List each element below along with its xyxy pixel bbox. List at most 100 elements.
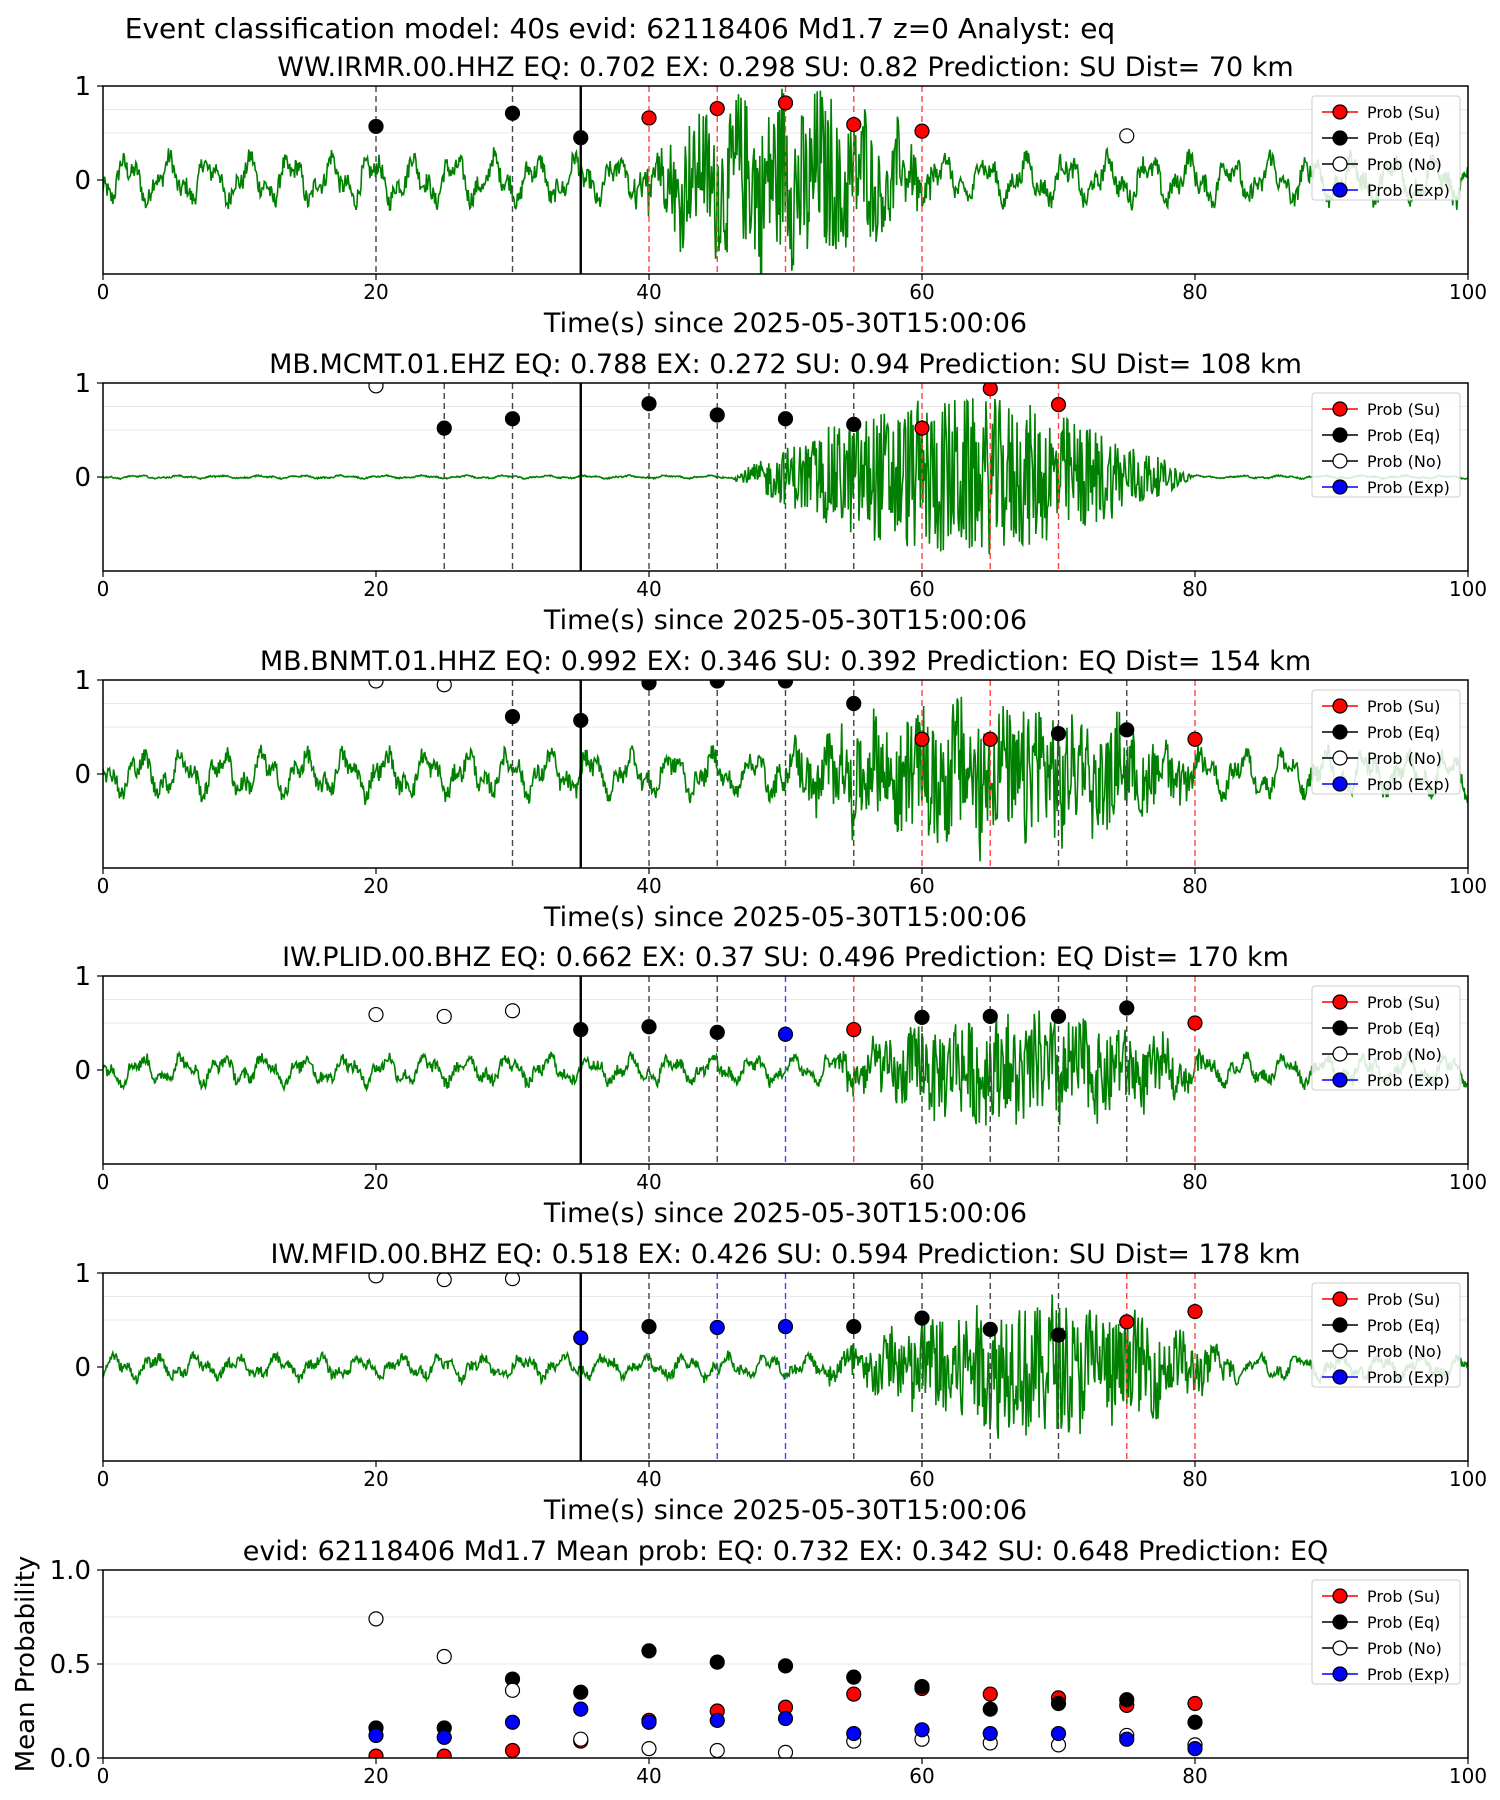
- legend-label: Prob (Su): [1367, 993, 1440, 1012]
- prob-marker-eq: [1119, 722, 1135, 738]
- prob-marker-eq: [709, 680, 725, 689]
- x-tick-label: 100: [1449, 1467, 1487, 1491]
- prob-marker-eq: [504, 105, 521, 121]
- plot-area: [103, 383, 1468, 571]
- mean-marker-exp: [641, 1714, 657, 1730]
- panel-title: IW.MFID.00.BHZ EQ: 0.518 EX: 0.426 SU: 0…: [270, 1239, 1300, 1270]
- x-tick-label: 20: [363, 577, 388, 601]
- prob-marker-eq: [368, 118, 384, 135]
- legend-marker-exp: [1332, 776, 1348, 792]
- mean-marker-eq: [641, 1643, 657, 1659]
- y-tick-label: 0: [74, 760, 91, 790]
- prob-marker-su: [914, 420, 930, 436]
- legend-label: Prob (Eq): [1367, 723, 1440, 742]
- waveform-trace: [103, 88, 1468, 274]
- panel-title: evid: 62118406 Md1.7 Mean prob: EQ: 0.73…: [243, 1536, 1329, 1567]
- legend-marker-no: [1332, 1640, 1348, 1656]
- legend-label: Prob (Exp): [1367, 1071, 1450, 1090]
- y-tick-label: 0.5: [50, 1650, 91, 1680]
- legend-marker-no: [1332, 1046, 1348, 1062]
- prob-marker-eq: [641, 1318, 657, 1335]
- mean-marker-exp: [982, 1725, 998, 1742]
- prob-marker-su: [914, 123, 930, 139]
- y-tick-label: 1: [74, 72, 91, 102]
- legend-label: Prob (Eq): [1367, 426, 1440, 445]
- x-tick-label: 40: [636, 874, 661, 898]
- legend-marker-no: [1332, 156, 1348, 172]
- mean-marker-eq: [1119, 1692, 1135, 1708]
- prob-marker-exp: [709, 1319, 725, 1336]
- plot-area: [368, 1611, 1203, 1758]
- x-tick-label: 20: [363, 1764, 388, 1788]
- prob-marker-eq: [982, 1008, 998, 1025]
- mean-marker-no: [777, 1744, 794, 1758]
- x-axis-label: Time(s) since 2025-05-30T15:00:06: [543, 605, 1027, 636]
- legend-label: Prob (Exp): [1367, 181, 1450, 200]
- x-tick-label: 80: [1182, 280, 1207, 304]
- x-tick-label: 40: [636, 1467, 661, 1491]
- x-tick-label: 0: [97, 1764, 110, 1788]
- prob-marker-eq: [504, 411, 521, 427]
- y-tick-label: 1: [74, 1259, 91, 1289]
- mean-marker-exp: [573, 1701, 589, 1717]
- legend-marker-no: [1332, 1343, 1348, 1359]
- mean-marker-eq: [914, 1678, 930, 1695]
- mean-marker-eq: [1187, 1714, 1203, 1730]
- legend-label: Prob (No): [1367, 1342, 1442, 1361]
- x-tick-label: 40: [636, 1170, 661, 1194]
- panels: WW.IRMR.00.HHZ EQ: 0.702 EX: 0.298 SU: 0…: [11, 52, 1487, 1788]
- prob-marker-eq: [709, 1024, 725, 1041]
- prob-marker-su: [1187, 1015, 1203, 1031]
- legend-box: [1311, 1282, 1461, 1388]
- legend-marker-su: [1332, 104, 1348, 120]
- legend-box: [1311, 392, 1461, 498]
- legend: Prob (Su) Prob (Eq) Prob (No) Prob (Exp): [1311, 95, 1461, 201]
- legend: Prob (Su) Prob (Eq) Prob (No) Prob (Exp): [1311, 392, 1461, 498]
- legend-label: Prob (Eq): [1367, 1019, 1440, 1038]
- prob-marker-no: [504, 1273, 521, 1287]
- x-tick-label: 0: [97, 1467, 110, 1491]
- legend-marker-eq: [1332, 1020, 1348, 1036]
- legend-label: Prob (No): [1367, 1639, 1442, 1658]
- x-tick-label: 100: [1449, 874, 1487, 898]
- prob-marker-su: [846, 116, 862, 133]
- legend-box: [1311, 689, 1461, 795]
- x-axis-label: Time(s) since 2025-05-30T15:00:06: [543, 1495, 1027, 1526]
- y-tick-label: 0: [74, 463, 91, 493]
- panel-2: MB.MCMT.01.EHZ EQ: 0.788 EX: 0.272 SU: 0…: [74, 349, 1487, 636]
- mean-marker-su: [1187, 1695, 1203, 1712]
- legend-label: Prob (Exp): [1367, 775, 1450, 794]
- prob-marker-eq: [1050, 725, 1067, 742]
- legend: Prob (Su) Prob (Eq) Prob (No) Prob (Exp): [1311, 1282, 1461, 1388]
- mean-marker-no: [368, 1611, 384, 1627]
- mean-marker-eq: [1050, 1695, 1067, 1712]
- mean-marker-no: [504, 1682, 521, 1698]
- legend-label: Prob (No): [1367, 155, 1442, 174]
- y-tick-label: 0.0: [50, 1744, 91, 1774]
- prob-marker-su: [641, 110, 657, 126]
- x-tick-label: 20: [363, 874, 388, 898]
- y-tick-label: 1: [74, 369, 91, 399]
- mean-marker-exp: [846, 1725, 862, 1742]
- x-tick-label: 40: [636, 577, 661, 601]
- prob-marker-su: [982, 731, 998, 747]
- mean-marker-exp: [1119, 1731, 1135, 1747]
- legend-label: Prob (No): [1367, 749, 1442, 768]
- prob-marker-su: [914, 731, 930, 747]
- y-tick-label: 1: [74, 962, 91, 992]
- prob-marker-eq: [436, 420, 452, 436]
- prob-marker-eq: [846, 1318, 862, 1335]
- x-tick-label: 0: [97, 577, 110, 601]
- y-axis-label: Mean Probability: [11, 1556, 41, 1773]
- prob-marker-no: [368, 383, 384, 394]
- panel-5: IW.MFID.00.BHZ EQ: 0.518 EX: 0.426 SU: 0…: [74, 1239, 1487, 1526]
- legend-box: [1311, 95, 1461, 201]
- legend-marker-exp: [1332, 182, 1348, 198]
- mean-marker-exp: [777, 1710, 794, 1727]
- legend-label: Prob (Su): [1367, 400, 1440, 419]
- prob-marker-no: [1119, 128, 1135, 144]
- legend-marker-exp: [1332, 1666, 1348, 1682]
- mean-marker-eq: [573, 1684, 589, 1700]
- plot-area: [103, 86, 1468, 274]
